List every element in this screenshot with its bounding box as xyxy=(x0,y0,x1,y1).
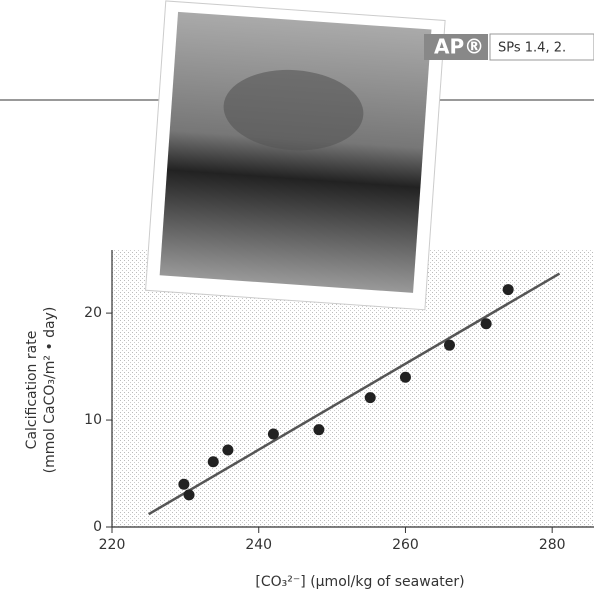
y-axis-label: (mmol CaCO₃/m² • day) xyxy=(42,307,58,474)
data-point xyxy=(399,371,411,383)
y-tick-label: 20 xyxy=(84,305,102,321)
y-tick-label: 10 xyxy=(84,412,102,428)
data-point xyxy=(480,318,492,330)
y-axis-label: Calcification rate xyxy=(24,331,40,450)
x-tick-label: 260 xyxy=(392,537,419,553)
badge-box xyxy=(489,33,594,61)
data-point xyxy=(313,424,325,436)
x-axis-label: [CO₃²⁻] (µmol/kg of seawater) xyxy=(255,574,464,590)
data-point xyxy=(178,478,190,490)
badge-logo: AP® xyxy=(434,35,484,59)
data-point xyxy=(207,456,219,468)
trendline xyxy=(148,272,561,516)
data-point xyxy=(443,339,455,351)
data-point xyxy=(364,392,376,404)
data-point xyxy=(502,284,514,296)
data-point xyxy=(267,428,279,440)
x-tick-label: 280 xyxy=(539,537,566,553)
x-tick-label: 240 xyxy=(245,537,272,553)
data-point xyxy=(222,444,234,456)
badge-text: SPs 1.4, 2. xyxy=(498,41,566,56)
badge-bg xyxy=(424,34,488,60)
y-tick-label: 0 xyxy=(93,519,102,535)
photo xyxy=(145,0,446,311)
data-point xyxy=(183,489,195,501)
x-tick-label: 220 xyxy=(99,537,126,553)
